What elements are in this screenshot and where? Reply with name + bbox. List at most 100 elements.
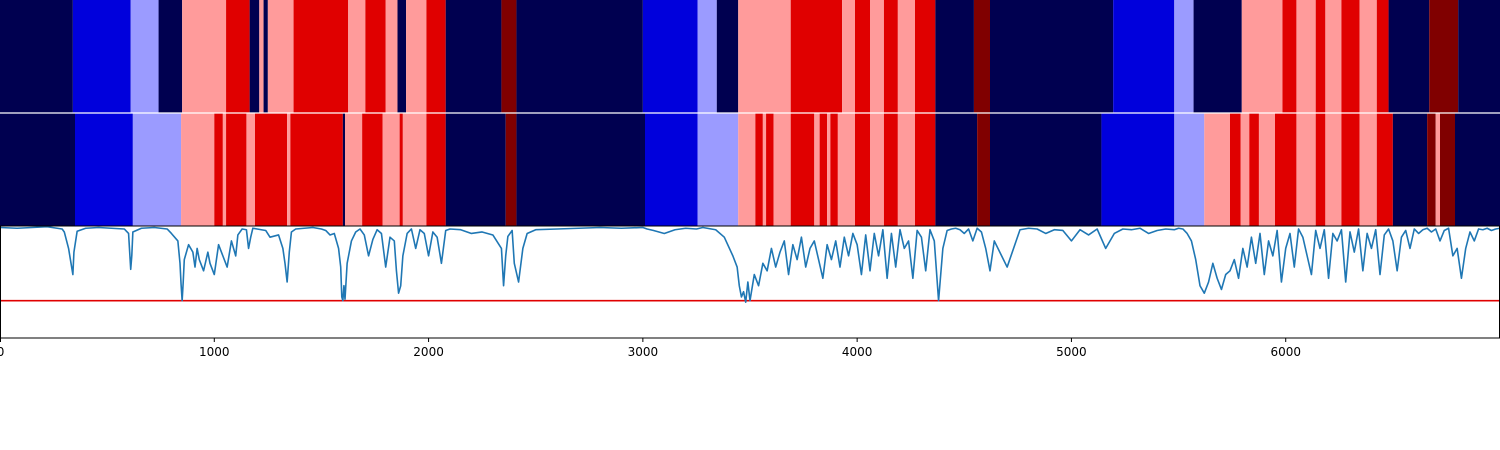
strip-1-segment (842, 0, 855, 113)
strip-2-segment (402, 113, 427, 226)
strip-2-segment (290, 113, 343, 226)
strip-2-segment (1440, 113, 1455, 226)
strip-1-segment (1325, 0, 1342, 113)
strip-2-segment (399, 113, 403, 226)
strip-1-segment (397, 0, 407, 113)
strip-2-segment (1275, 113, 1297, 226)
strip-1-segment (1341, 0, 1360, 113)
strip-2-segment (738, 113, 756, 226)
strip-2-segment (1376, 113, 1393, 226)
strip-1-segment (130, 0, 159, 113)
strip-2-segment (827, 113, 831, 226)
strip-1-segment (348, 0, 366, 113)
x-tick-label: 1000 (199, 345, 230, 359)
strip-1-segment (226, 0, 250, 113)
strip-2-segment (362, 113, 383, 226)
strip-2-segment (790, 113, 815, 226)
strip-2-segment (0, 113, 75, 226)
strip-2-segment (1101, 113, 1175, 226)
strip-1-segment (1315, 0, 1326, 113)
strip-1-segment (158, 0, 183, 113)
strip-1-segment (1282, 0, 1297, 113)
strip-2-segment (819, 113, 828, 226)
strip-1-segment (1193, 0, 1242, 113)
strip-1-segment (790, 0, 843, 113)
strip-2-segment (773, 113, 791, 226)
strip-2-segment (1392, 113, 1428, 226)
strip-2-segment (382, 113, 400, 226)
strip-2-segment (766, 113, 774, 226)
strip-1-segment (501, 0, 517, 113)
strip-1-segment (1113, 0, 1175, 113)
strip-1-segment (267, 0, 294, 113)
strip-1-segment (870, 0, 884, 113)
strip-2-segment (1204, 113, 1230, 226)
strip-1-segment (883, 0, 898, 113)
strip-2-segment (755, 113, 763, 226)
strip-1-segment (1359, 0, 1377, 113)
strip-2-segment (697, 113, 739, 226)
strip-2-segment (915, 113, 936, 226)
x-tick-label: 5000 (1056, 345, 1087, 359)
strip-2-segment (855, 113, 870, 226)
series-line (0, 225, 1500, 303)
strip-1-segment (697, 0, 717, 113)
strip-1-segment (935, 0, 974, 113)
strip-1-segment (0, 0, 73, 113)
strip-2-segment (1174, 113, 1205, 226)
strip-2-segment (75, 113, 133, 226)
strip-1-segment (1241, 0, 1283, 113)
strip-2-segment (837, 113, 855, 226)
strip-2-segment (814, 113, 820, 226)
strip-1-segment (738, 0, 791, 113)
strip-1-segment (642, 0, 698, 113)
strip-1-segment (445, 0, 502, 113)
strip-1-segment (259, 0, 264, 113)
strip-1-segment (1388, 0, 1430, 113)
strip-2-segment (214, 113, 223, 226)
strip-1-segment (72, 0, 131, 113)
strip-1-segment (1174, 0, 1194, 113)
x-tick-label: 6000 (1270, 345, 1301, 359)
strip-1-segment (293, 0, 349, 113)
strip-2-segment (132, 113, 182, 226)
strip-1-segment (426, 0, 446, 113)
strip-1-segment (516, 0, 643, 113)
strip-2-segment (830, 113, 838, 226)
strip-2-segment (516, 113, 645, 226)
strip-2-segment (762, 113, 767, 226)
strip-2-segment (645, 113, 698, 226)
strip-1-segment (1429, 0, 1459, 113)
strip-2-segment (342, 113, 345, 226)
strip-1-segment (855, 0, 870, 113)
strip-2-segment (1240, 113, 1250, 226)
strip-2-segment (1258, 113, 1275, 226)
x-tick-label: 3000 (628, 345, 659, 359)
x-tick-label: 2000 (413, 345, 444, 359)
strip-2-segment (870, 113, 884, 226)
strip-2-segment (345, 113, 363, 226)
strip-2-segment (287, 113, 291, 226)
strip-2-segment (246, 113, 255, 226)
strip-2-segment (1249, 113, 1259, 226)
strip-1-segment (1458, 0, 1500, 113)
strip-2-segment (1427, 113, 1436, 226)
x-tick-label: 4000 (842, 345, 873, 359)
strip-2-segment (1325, 113, 1342, 226)
strip-2-segment (226, 113, 247, 226)
strip-1-segment (990, 0, 1114, 113)
strip-1-segment (406, 0, 427, 113)
strip-1-segment (915, 0, 936, 113)
strip-2-segment (1455, 113, 1500, 226)
strip-2-segment (990, 113, 1102, 226)
strip-2-segment (1296, 113, 1316, 226)
strip-2-segment (1315, 113, 1326, 226)
strip-1-segment (249, 0, 260, 113)
strip-2-segment (505, 113, 517, 226)
x-tick-label: 0 (0, 345, 4, 359)
strip-1-segment (973, 0, 990, 113)
strip-1-segment (716, 0, 739, 113)
strip-1-segment (1296, 0, 1316, 113)
